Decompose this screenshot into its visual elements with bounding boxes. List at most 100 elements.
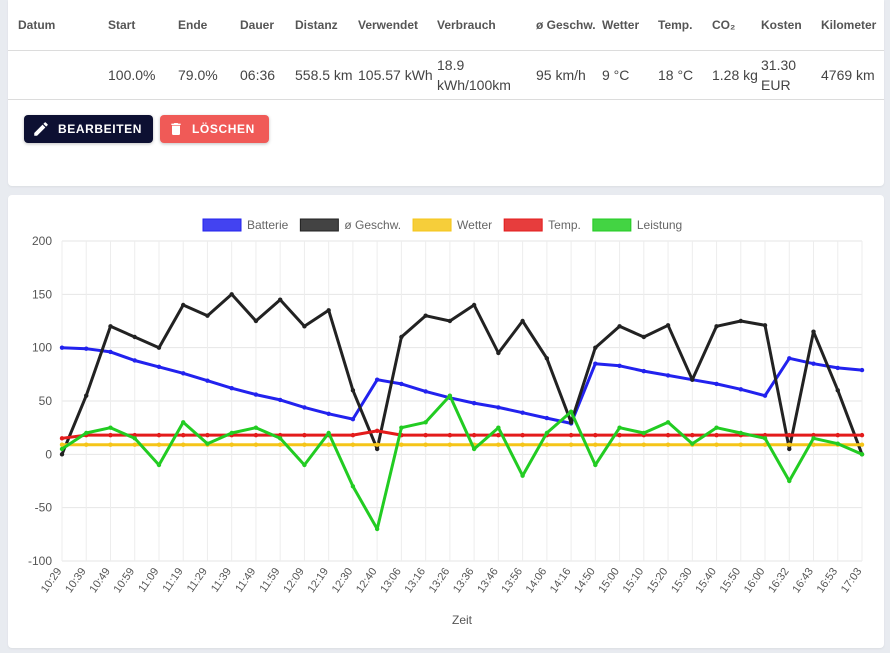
series-point [617,442,622,447]
y-tick-label: -50 [35,501,53,515]
series-point [568,442,574,447]
delete-button-label: LÖSCHEN [192,122,255,136]
series-point [762,323,768,328]
table-cell [8,50,108,100]
y-tick-label: -100 [28,554,52,568]
series-point [181,371,186,376]
x-tick-label: 11:09 [136,566,161,595]
table-cell: 9 °C [602,50,658,100]
series-point [496,432,501,438]
x-tick-label: 10:39 [63,566,89,595]
legend-label[interactable]: Leistung [637,218,682,232]
column-header: Wetter [602,0,658,51]
series-point [617,363,622,368]
series-point [326,430,331,436]
series-point [714,324,719,329]
table-cell: 79.0% [178,50,240,100]
series-point [205,313,210,318]
series-point [108,425,113,430]
table-cell: 1.28 kg [712,50,761,100]
series-point [132,442,137,447]
chart-card: -100 -50 0 50 100 150 200 10:29 10:39 10:49 10:59… [8,195,884,648]
series-point [496,425,501,430]
delete-button[interactable]: LÖSCHEN [160,115,269,143]
column-header: Kilometer [821,0,884,51]
series-point [423,313,428,318]
x-tick-label: 16:00 [742,566,768,595]
x-tick-label: 11:49 [233,566,258,595]
table-cell: 558.5 km [295,50,358,100]
table-cell: 100.0% [108,50,178,100]
series-point [277,442,283,447]
series-point [568,420,574,425]
series-point [108,324,113,329]
edit-button[interactable]: BEARBEITEN [24,115,153,143]
series-point [277,436,283,441]
series-point [641,442,647,447]
x-tick-label: 16:43 [790,566,816,595]
x-tick-label: 10:59 [112,566,138,595]
series-point [181,432,186,438]
x-tick-label: 12:40 [354,566,380,595]
series-point [447,318,453,324]
series-point [253,318,259,324]
pencil-icon [34,122,48,136]
legend-label[interactable]: Temp. [548,218,581,232]
series-point [423,442,428,447]
legend-swatch [202,218,242,232]
series-point [205,432,210,438]
y-tick-label: 150 [32,287,52,301]
series-point [350,416,356,422]
series-point [253,425,259,430]
x-tick-label: 13:46 [475,566,501,595]
y-tick-label: 0 [45,447,52,461]
legend-label[interactable]: ø Geschw. [344,218,401,232]
series-point [665,373,671,378]
series-point [787,478,792,484]
series-point [447,393,453,398]
series-point [326,442,331,447]
legend-swatch [299,218,339,232]
x-tick-label: 11:29 [185,566,210,595]
series-point [835,441,840,446]
series-point [229,292,234,297]
y-tick-label: 100 [32,341,52,355]
x-tick-label: 13:06 [378,566,404,595]
table-cell: 31.30 EUR [761,50,821,100]
x-tick-label: 12:30 [330,566,356,595]
series-point [665,432,671,438]
series-point [690,441,695,446]
x-tick-label: 16:32 [766,566,792,595]
series-line [61,429,862,440]
series-point [181,420,186,425]
x-tick-label: 16:53 [815,566,841,595]
series-point [714,442,719,447]
series-point [762,432,768,438]
series-point [132,334,137,340]
series-point [423,432,428,438]
series-point [108,432,113,438]
table-cell: 18 °C [658,50,712,100]
series-point [593,462,598,468]
series-point [544,430,550,436]
series-point [520,473,525,478]
x-tick-label: 13:56 [499,566,525,595]
series-point [787,356,792,361]
series-point [762,393,768,398]
legend-label[interactable]: Batterie [247,218,289,232]
series-point [641,368,647,374]
series-point [496,350,501,356]
series-point [738,387,743,392]
series-point [617,432,622,438]
column-header: Temp. [658,0,712,51]
series-point [374,442,380,447]
table-cell: 18.9 kWh/100km [437,50,536,100]
series-point [350,432,356,438]
series-point [811,432,816,438]
series-point [762,436,768,441]
x-tick-label: 13:16 [402,566,428,595]
series-point [108,442,113,447]
series-point [447,442,453,447]
series-point [302,442,307,447]
legend-label[interactable]: Wetter [457,218,492,232]
